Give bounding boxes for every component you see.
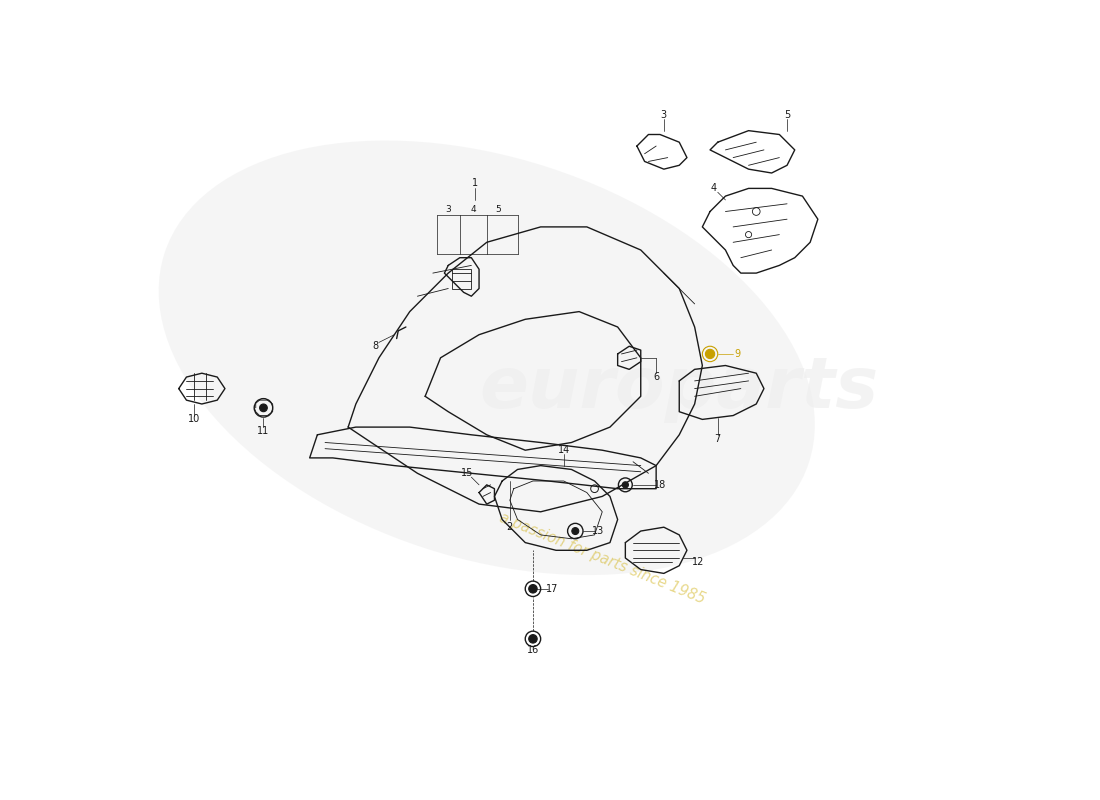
Text: 11: 11 xyxy=(257,426,270,436)
Text: 12: 12 xyxy=(692,557,705,567)
Text: 1: 1 xyxy=(472,178,478,188)
Text: 13: 13 xyxy=(592,526,605,536)
Circle shape xyxy=(623,482,628,488)
Text: 10: 10 xyxy=(188,414,200,424)
Text: europarts: europarts xyxy=(480,354,879,423)
Text: 3: 3 xyxy=(446,205,451,214)
Bar xyxy=(452,270,471,289)
Circle shape xyxy=(705,350,715,358)
Text: 4: 4 xyxy=(711,183,717,194)
Text: 5: 5 xyxy=(784,110,790,120)
Text: 3: 3 xyxy=(661,110,667,120)
Text: 15: 15 xyxy=(461,468,474,478)
Text: 17: 17 xyxy=(546,584,559,594)
Circle shape xyxy=(260,404,267,412)
Text: 4: 4 xyxy=(471,205,476,214)
Circle shape xyxy=(572,527,579,534)
Text: 16: 16 xyxy=(527,646,539,655)
Text: 6: 6 xyxy=(653,372,659,382)
Text: 2: 2 xyxy=(507,522,513,532)
Circle shape xyxy=(529,585,537,593)
Text: 14: 14 xyxy=(558,445,570,455)
Circle shape xyxy=(529,634,537,643)
Text: 5: 5 xyxy=(495,205,502,214)
Text: 8: 8 xyxy=(372,342,378,351)
Text: 9: 9 xyxy=(734,349,740,359)
Ellipse shape xyxy=(158,141,815,575)
Text: 18: 18 xyxy=(653,480,667,490)
Text: 7: 7 xyxy=(715,434,720,444)
Text: a passion for parts since 1985: a passion for parts since 1985 xyxy=(497,510,707,606)
